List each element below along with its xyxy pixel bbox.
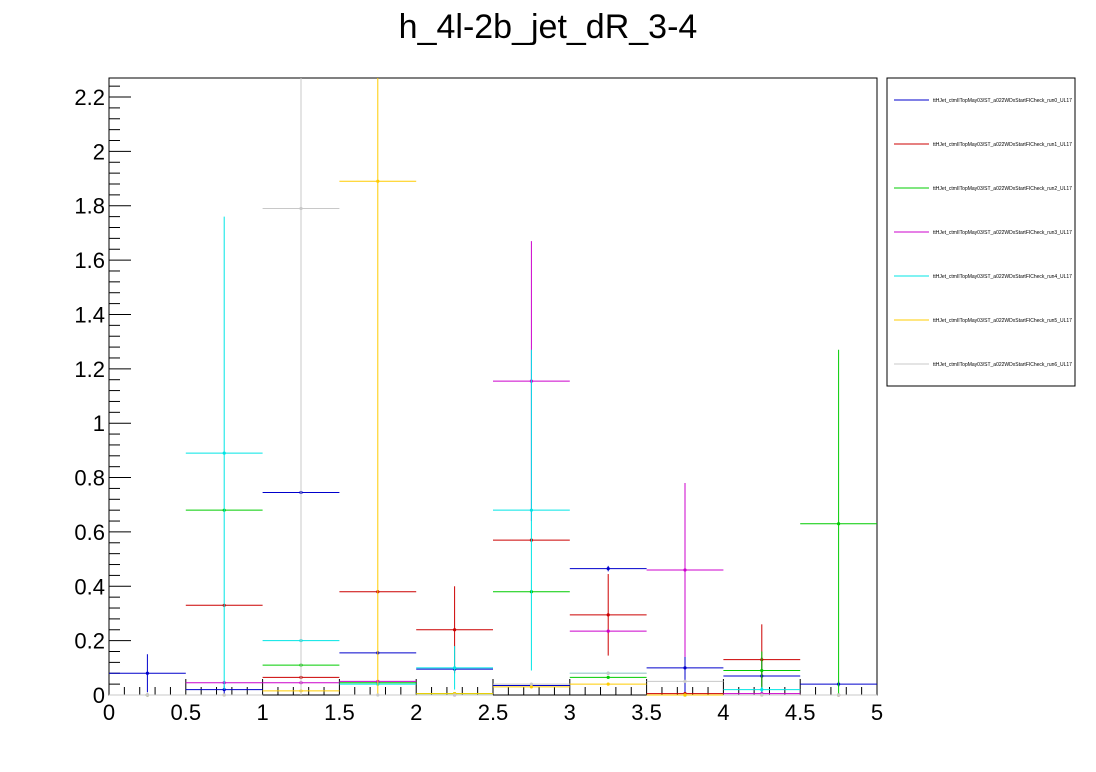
data-point — [529, 685, 534, 689]
data-point — [760, 687, 764, 692]
y-tick-label: 1.2 — [74, 357, 105, 382]
data-point — [606, 613, 610, 617]
axis-ticks — [108, 85, 878, 696]
data-point — [606, 629, 610, 633]
y-tick-label: 1.4 — [74, 302, 105, 327]
data-point — [222, 451, 226, 455]
data-point — [453, 628, 457, 632]
x-tick-label: 2 — [410, 700, 422, 725]
y-tick-label: 0.8 — [74, 466, 105, 491]
series-layer — [109, 78, 877, 697]
x-tick-label: 1.5 — [324, 700, 355, 725]
y-tick-label: 1 — [93, 411, 105, 436]
data-point — [222, 687, 226, 692]
y-tick-label: 1.8 — [74, 194, 105, 219]
y-tick-label: 1.6 — [74, 248, 105, 273]
series-run6 — [109, 78, 877, 697]
x-tick-label: 3 — [564, 700, 576, 725]
legend: ttHJet_ctmIITopMay03/ST_a022WDxStartFICh… — [894, 98, 1072, 368]
data-point — [529, 508, 534, 512]
x-tick-label: 0 — [103, 700, 115, 725]
x-tick-label: 3.5 — [631, 700, 662, 725]
chart-title: h_4l-2b_jet_dR_3-4 — [398, 8, 698, 46]
data-point — [606, 567, 610, 571]
legend-entry: ttHJet_ctmIITopMay03/ST_a022WDxStartFICh… — [933, 98, 1072, 104]
data-point — [837, 693, 841, 697]
legend-entry: ttHJet_ctmIITopMay03/ST_a022WDxStartFICh… — [933, 362, 1072, 368]
y-tick-label: 0.4 — [74, 574, 105, 599]
data-point — [299, 206, 303, 211]
y-tick-label: 2.2 — [74, 85, 105, 110]
tick-labels: 0 0.5 1 1.5 2 2.5 3 3.5 4 4.5 5 0 0.2 0.4 0.6 0.8 1 1.2 1.… — [74, 85, 883, 725]
y-tick-label: 0.2 — [74, 629, 105, 654]
data-point — [453, 693, 457, 697]
data-point — [837, 522, 841, 526]
data-point — [683, 679, 687, 684]
data-point — [606, 671, 610, 675]
data-point — [529, 682, 534, 686]
legend-entry: ttHJet_ctmIITopMay03/ST_a022WDxStartFICh… — [933, 318, 1072, 324]
x-tick-label: 4 — [717, 700, 729, 725]
data-point — [376, 693, 380, 697]
legend-entry: ttHJet_ctmIITopMay03/ST_a022WDxStartFICh… — [933, 186, 1072, 192]
x-tick-label: 5 — [871, 700, 883, 725]
legend-entry: ttHJet_ctmIITopMay03/ST_a022WDxStartFICh… — [933, 142, 1072, 148]
legend-entry: ttHJet_ctmIITopMay03/ST_a022WDxStartFICh… — [933, 274, 1072, 280]
y-tick-label: 2 — [93, 139, 105, 164]
data-point — [376, 179, 380, 183]
x-tick-label: 4.5 — [785, 700, 816, 725]
data-point — [760, 668, 764, 673]
x-tick-label: 0.5 — [171, 700, 202, 725]
data-point — [683, 666, 687, 670]
y-tick-label: 0.6 — [74, 520, 105, 545]
data-point — [760, 693, 764, 697]
x-tick-label: 1 — [256, 700, 268, 725]
data-point — [683, 693, 687, 697]
data-point — [606, 675, 610, 679]
data-point — [222, 693, 226, 697]
data-point — [606, 682, 610, 686]
legend-entry: ttHJet_ctmIITopMay03/ST_a022WDxStartFICh… — [933, 230, 1072, 236]
data-point — [145, 693, 149, 697]
data-point — [683, 568, 687, 572]
x-tick-label: 2.5 — [478, 700, 509, 725]
data-point — [453, 666, 457, 670]
data-point — [145, 671, 149, 675]
y-tick-label: 0 — [93, 683, 105, 708]
